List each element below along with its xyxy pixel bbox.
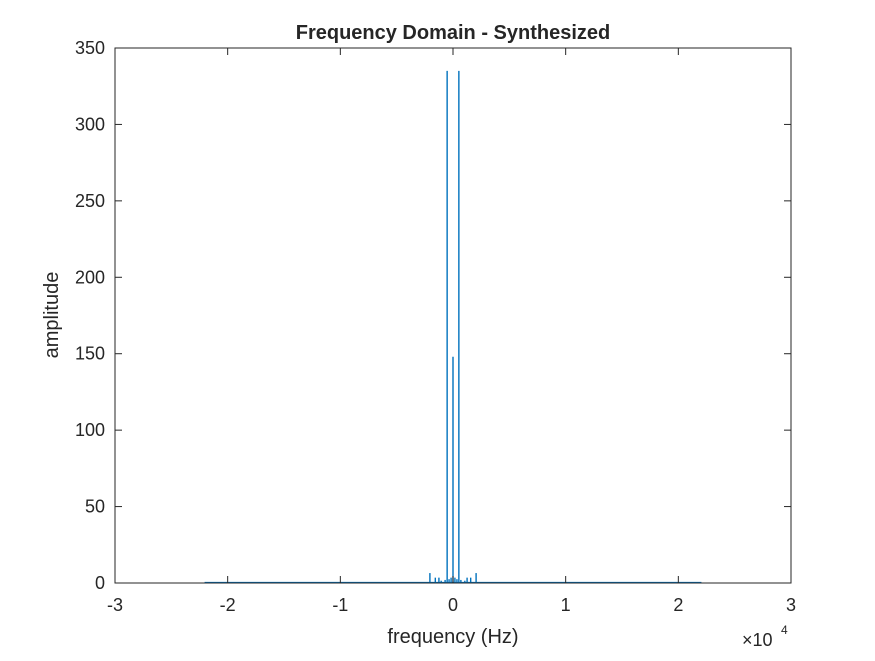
y-ticks: 0 50 100 150 200 250 300 350 — [75, 38, 791, 593]
x-tick-label: -3 — [107, 595, 123, 615]
y-tick-label: 300 — [75, 114, 105, 134]
y-tick-label: 0 — [95, 573, 105, 593]
x-tick-label: 1 — [561, 595, 571, 615]
x-exponent-power: 4 — [781, 623, 788, 637]
x-tick-label: 0 — [448, 595, 458, 615]
x-ticks: -3 -2 -1 0 1 2 3 — [107, 48, 796, 615]
y-tick-label: 100 — [75, 420, 105, 440]
x-tick-label: 2 — [673, 595, 683, 615]
y-axis-label: amplitude — [41, 272, 63, 359]
y-tick-label: 50 — [85, 497, 105, 517]
x-exponent-base: ×10 — [742, 630, 773, 650]
x-tick-label: -1 — [332, 595, 348, 615]
x-tick-label: -2 — [220, 595, 236, 615]
y-tick-label: 200 — [75, 267, 105, 287]
chart-title: Frequency Domain - Synthesized — [296, 22, 611, 44]
y-tick-label: 150 — [75, 344, 105, 364]
y-tick-label: 250 — [75, 191, 105, 211]
x-axis-label: frequency (Hz) — [387, 626, 518, 648]
x-tick-label: 3 — [786, 595, 796, 615]
y-tick-label: 350 — [75, 38, 105, 58]
